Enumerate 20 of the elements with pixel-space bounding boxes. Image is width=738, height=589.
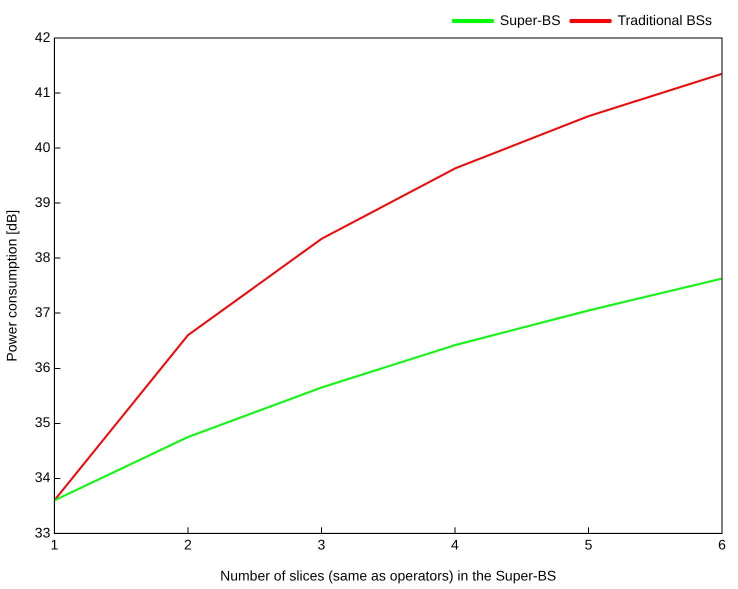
- y-tick-label: 42: [34, 28, 51, 45]
- y-tick-label: 41: [34, 84, 51, 100]
- y-tick-label: 35: [34, 414, 51, 430]
- y-tick-label: 34: [34, 469, 51, 486]
- x-tick-label: 2: [184, 536, 192, 553]
- y-tick-label: 38: [34, 249, 51, 266]
- y-tick-label: 37: [34, 304, 51, 320]
- legend-label: Traditional BSs: [618, 12, 712, 28]
- x-axis-title: Number of slices (same as operators) in the Super-BS: [220, 567, 556, 584]
- x-tick-label: 4: [451, 536, 460, 553]
- x-tick-label: 6: [718, 536, 726, 553]
- y-tick-label: 36: [34, 359, 51, 376]
- x-tick-label: 5: [584, 536, 593, 553]
- y-axis-title: Power consumption [dB]: [3, 210, 20, 362]
- x-tick-label: 3: [318, 536, 326, 553]
- y-tick-label: 33: [34, 524, 51, 540]
- x-tick-label: 1: [50, 536, 58, 553]
- y-tick-label: 40: [34, 138, 51, 155]
- y-tick-label: 39: [34, 194, 51, 210]
- legend-label: Super-BS: [500, 12, 561, 28]
